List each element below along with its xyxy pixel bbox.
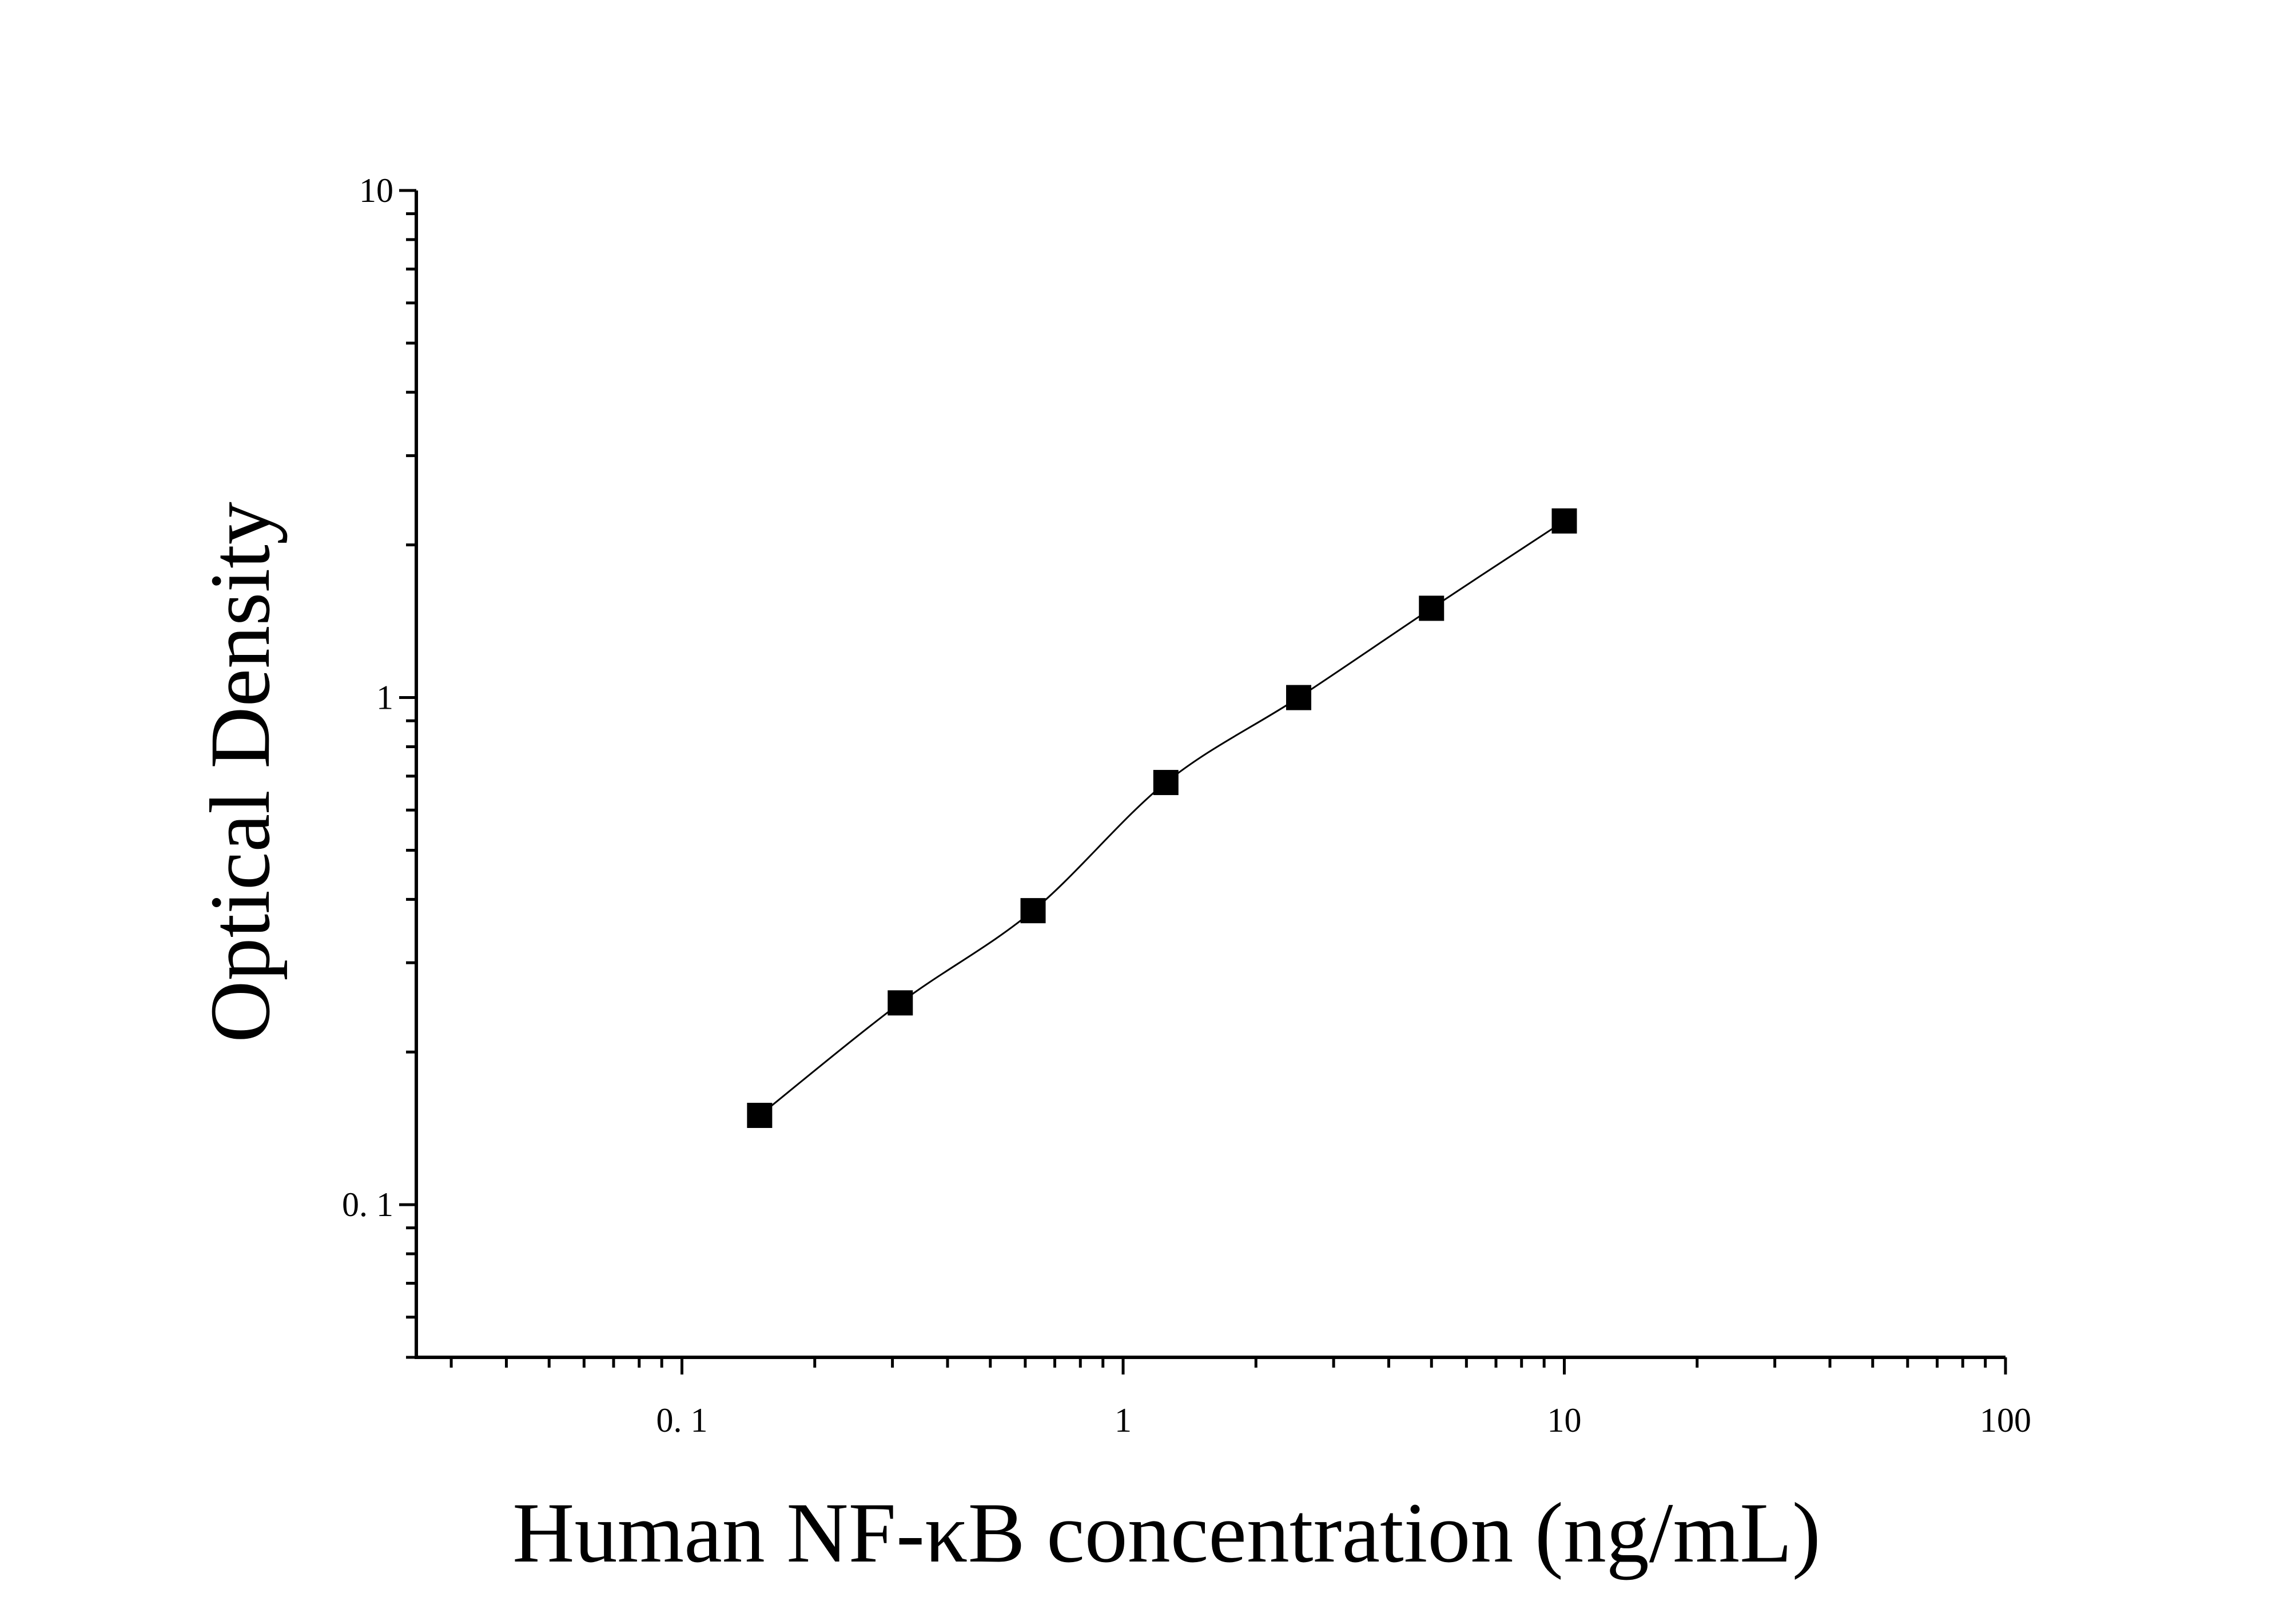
axis-ticks — [399, 189, 2007, 1374]
x-tick-labels: 0. 1 1 10 100 — [656, 1401, 2031, 1439]
y-axis-title: Optical Density — [193, 502, 288, 1043]
x-axis-title: Human NF-κB concentration (ng/mL) — [512, 1485, 1821, 1580]
x-tick-label: 100 — [1980, 1401, 2031, 1439]
y-tick-labels: 0. 1 1 10 — [342, 172, 393, 1223]
data-point — [1286, 685, 1312, 710]
y-tick-label: 1 — [376, 679, 393, 717]
data-point — [747, 1103, 773, 1129]
data-point — [1153, 770, 1179, 796]
x-tick-label: 0. 1 — [656, 1401, 707, 1439]
y-tick-label: 0. 1 — [342, 1186, 393, 1223]
data-point — [888, 990, 913, 1016]
y-tick-label: 10 — [359, 172, 393, 209]
data-point — [1551, 508, 1577, 534]
data-point — [1020, 898, 1046, 924]
x-tick-label: 1 — [1115, 1401, 1132, 1439]
x-tick-label: 10 — [1547, 1401, 1581, 1439]
data-points — [747, 508, 1577, 1129]
data-point — [1419, 595, 1445, 621]
